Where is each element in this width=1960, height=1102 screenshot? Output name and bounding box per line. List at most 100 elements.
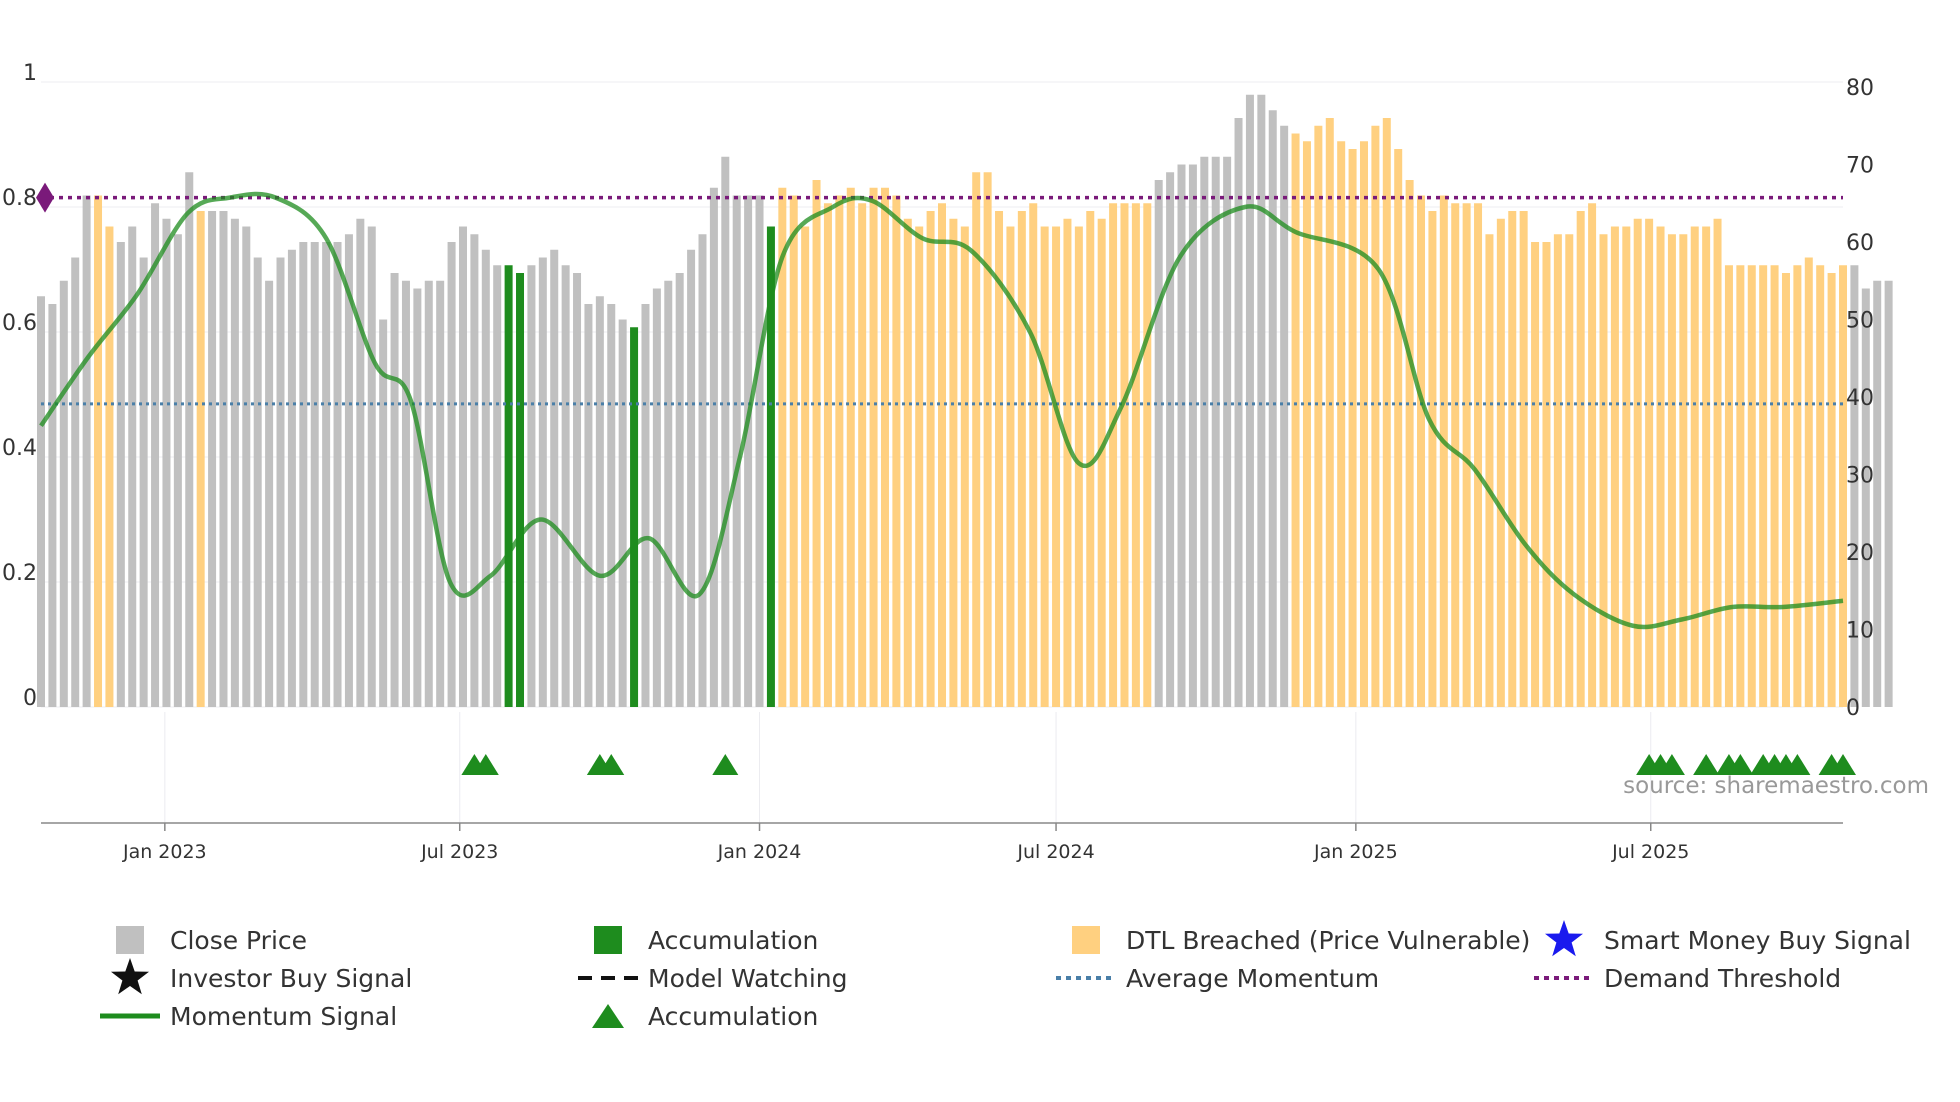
right-tick-label: 30 [1846, 464, 1874, 489]
dtl-breached-bar [1314, 125, 1323, 707]
dtl-breached-bar [1017, 211, 1026, 707]
legend-star-icon [111, 958, 149, 995]
dtl-breached-bar [1451, 203, 1460, 707]
dtl-breached-bar [983, 172, 992, 707]
close-price-bar [390, 273, 399, 707]
dtl-breached-bar [995, 211, 1004, 707]
accumulation-bar [630, 327, 639, 707]
dtl-breached-bar [1565, 234, 1574, 707]
close-price-bar [82, 195, 91, 707]
dtl-breached-bar [1827, 273, 1836, 707]
right-tick-label: 20 [1846, 541, 1874, 566]
dtl-breached-bar [1143, 203, 1152, 707]
dtl-breached-bar [1599, 234, 1608, 707]
close-price-bar [1861, 288, 1870, 707]
x-tick-label: Jul 2024 [1016, 841, 1094, 863]
dtl-breached-bar [858, 203, 867, 707]
dtl-breached-bar [1736, 265, 1745, 707]
close-price-bar [139, 257, 148, 707]
close-price-bar [1154, 180, 1163, 707]
legend-label: Average Momentum [1126, 964, 1379, 993]
close-price-bar [664, 280, 673, 707]
close-price-bar [1850, 265, 1859, 707]
dtl-breached-bar [1302, 141, 1311, 707]
close-price-bar [208, 211, 217, 707]
close-price-bar [584, 304, 593, 707]
accumulation-marker [1784, 754, 1811, 775]
close-price-bar [287, 249, 296, 707]
dtl-breached-bar [1816, 265, 1825, 707]
close-price-bar [607, 304, 616, 707]
close-price-bar [447, 242, 456, 707]
close-price-bar [401, 280, 410, 707]
dtl-breached-bar [1656, 226, 1665, 707]
close-price-bar [561, 265, 570, 707]
dtl-breached-bar [1394, 149, 1403, 707]
accumulation-marker [1727, 754, 1754, 775]
dtl-breached-bar [801, 226, 810, 707]
dtl-breached-bar [823, 203, 832, 707]
close-price-bar [299, 242, 308, 707]
close-price-bar [1873, 280, 1882, 707]
close-price-bar [162, 218, 171, 707]
dtl-breached-bar [846, 187, 855, 707]
right-tick-label: 10 [1846, 619, 1874, 644]
close-price-bar [458, 226, 467, 707]
close-price-bar [48, 304, 57, 707]
close-price-bar [1280, 125, 1289, 707]
dtl-breached-bar [105, 226, 114, 707]
dtl-breached-bar [926, 211, 935, 707]
dtl-breached-bar [1063, 218, 1072, 707]
legend-label: Accumulation [648, 1002, 818, 1031]
dtl-breached-bar [778, 187, 787, 707]
dtl-breached-bar [1439, 195, 1448, 707]
x-tick-label: Jan 2025 [1313, 841, 1398, 863]
dtl-breached-bar [1006, 226, 1015, 707]
legend-label: DTL Breached (Price Vulnerable) [1126, 926, 1530, 955]
legend-label: Momentum Signal [170, 1002, 397, 1031]
close-price-bar [1223, 156, 1232, 707]
right-axis-ticks: 0 10 20 30 40 50 60 70 80 [1846, 76, 1874, 721]
dtl-breached-bar [1097, 218, 1106, 707]
dtl-breached-bar [949, 218, 958, 707]
left-axis-ticks: 0 0.2 0.4 0.6 0.8 1 [2, 61, 37, 711]
signal-lines [36, 182, 1844, 630]
accumulation-bar [504, 265, 513, 707]
close-price-bar [481, 249, 490, 707]
close-price-bar [755, 195, 764, 707]
close-price-bar [1200, 156, 1209, 707]
dtl-breached-bar [1074, 226, 1083, 707]
left-tick-label: 0 [23, 686, 37, 711]
close-price-bar [333, 242, 342, 707]
legend-label: Demand Threshold [1604, 964, 1841, 993]
dtl-breached-bar [1747, 265, 1756, 707]
dtl-breached-bar [1040, 226, 1049, 707]
dtl-breached-bar [1120, 203, 1129, 707]
dtl-breached-bar [938, 203, 946, 707]
close-price-bar [413, 288, 422, 707]
legend-label: Smart Money Buy Signal [1604, 926, 1911, 955]
accumulation-bar [516, 273, 525, 707]
close-price-bar [618, 319, 627, 707]
dtl-breached-bar [1576, 211, 1585, 707]
dtl-breached-bar [1462, 203, 1471, 707]
right-tick-label: 60 [1846, 231, 1874, 256]
legend-triangle-icon [592, 1004, 624, 1028]
dtl-breached-bar [1679, 234, 1688, 707]
close-price-bar [732, 195, 741, 707]
source-label: source: sharemaestro.com [1623, 773, 1929, 799]
close-price-bar [322, 242, 331, 707]
dtl-breached-bar [1839, 265, 1847, 707]
dtl-breached-bar [1724, 265, 1733, 707]
dtl-breached-bar [1348, 149, 1357, 707]
dtl-breached-bar [1690, 226, 1699, 707]
close-price-bar [1245, 94, 1254, 707]
close-price-bar [595, 296, 604, 707]
dtl-breached-bar [1337, 141, 1346, 707]
accumulation-marker [712, 754, 739, 775]
dtl-breached-bar [1086, 211, 1095, 707]
dtl-breached-bar [1291, 133, 1300, 707]
dtl-breached-bar [880, 187, 889, 707]
accumulation-marker [598, 754, 625, 775]
close-price-bar [641, 304, 650, 707]
